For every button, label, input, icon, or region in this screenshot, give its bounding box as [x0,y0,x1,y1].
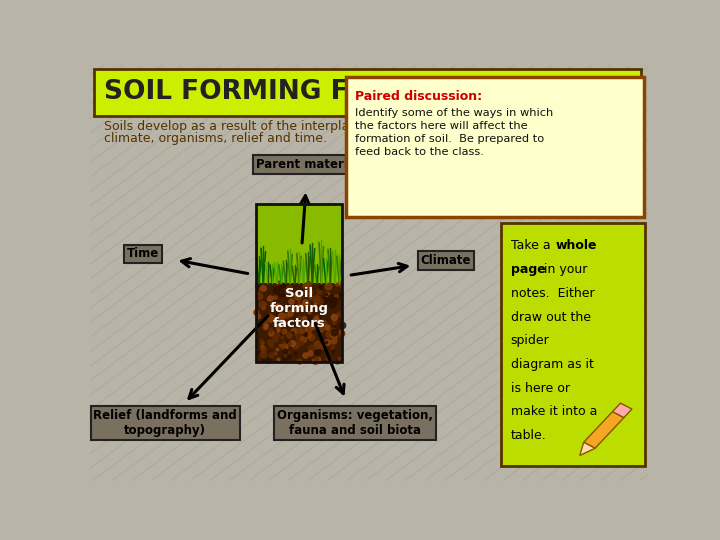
Text: page: page [510,263,546,276]
Polygon shape [613,403,632,417]
Text: make it into a: make it into a [510,406,597,419]
FancyBboxPatch shape [94,69,641,116]
Text: Time: Time [127,247,159,260]
Text: Paired discussion:: Paired discussion: [355,90,482,103]
Text: Relief (landforms and
topography): Relief (landforms and topography) [94,409,237,437]
Text: Soils develop as a result of the interplay of 5 factors; Parent material,: Soils develop as a result of the interpl… [104,120,541,133]
Text: Climate: Climate [420,254,472,267]
Text: Identify some of the ways in which
the factors here will affect the
formation of: Identify some of the ways in which the f… [355,107,553,157]
Text: Parent material: Parent material [256,158,359,171]
Polygon shape [580,442,595,455]
FancyBboxPatch shape [256,204,343,283]
Text: is here or: is here or [510,382,570,395]
Text: notes.  Either: notes. Either [510,287,594,300]
Text: spider: spider [510,334,549,347]
Text: Take a: Take a [510,239,554,252]
Text: climate, organisms, relief and time.: climate, organisms, relief and time. [104,132,327,145]
Text: in your: in your [540,263,587,276]
Text: Soil
forming
factors: Soil forming factors [270,287,329,329]
Text: Organisms: vegetation,
fauna and soil biota: Organisms: vegetation, fauna and soil bi… [277,409,433,437]
Polygon shape [584,411,624,448]
Text: whole: whole [556,239,597,252]
FancyBboxPatch shape [501,223,645,466]
FancyBboxPatch shape [346,77,644,217]
Text: SOIL FORMING FACTORS: SOIL FORMING FACTORS [104,79,465,105]
FancyBboxPatch shape [256,283,343,362]
Text: diagram as it: diagram as it [510,358,593,371]
Text: draw out the: draw out the [510,310,590,323]
Text: table.: table. [510,429,546,442]
